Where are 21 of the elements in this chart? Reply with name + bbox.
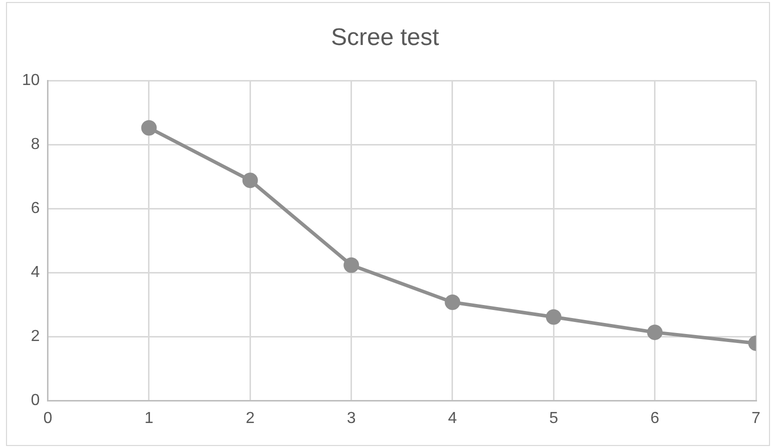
y-tick-label: 10 [22, 72, 40, 90]
y-tick-label: 4 [30, 264, 40, 282]
y-tick-label: 6 [30, 200, 40, 218]
point [647, 324, 663, 340]
y-tick-label: 0 [30, 392, 40, 410]
point [344, 257, 360, 273]
x-tick-label: 2 [246, 410, 255, 427]
x-tick-label: 6 [650, 410, 660, 427]
y-tick-label: 8 [30, 136, 40, 154]
x-tick-label: 3 [346, 410, 356, 427]
point [546, 309, 562, 325]
y-tick-label: 2 [30, 328, 40, 346]
x-tick-label: 1 [144, 410, 154, 427]
point [444, 294, 460, 310]
chart-title: Scree test [330, 24, 440, 52]
x-tick-label: 4 [448, 410, 458, 427]
x-tick-label: 0 [43, 410, 52, 427]
x-tick-label: 5 [549, 410, 558, 427]
point [242, 172, 258, 188]
x-tick-label: 7 [752, 410, 761, 427]
point [141, 120, 157, 136]
